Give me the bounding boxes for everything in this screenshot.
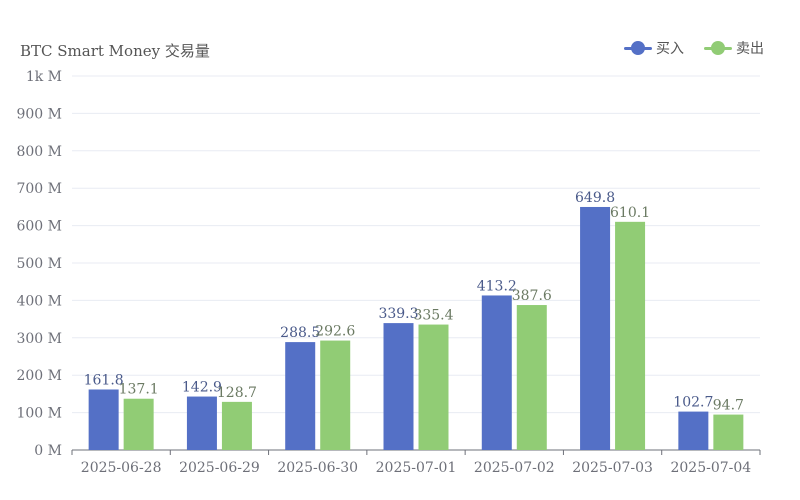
bar-sell — [516, 305, 547, 450]
y-tick-label: 500 M — [16, 256, 62, 272]
x-tick-label: 2025-06-28 — [81, 460, 162, 476]
bar-buy — [481, 295, 512, 450]
x-tick-label: 2025-07-01 — [376, 460, 457, 476]
y-tick-label: 200 M — [16, 368, 62, 384]
bar-sell — [320, 340, 351, 450]
legend-item-sell[interactable]: 卖出 — [704, 38, 764, 58]
bar-buy — [383, 323, 414, 450]
y-tick-label: 100 M — [16, 406, 62, 422]
y-tick-label: 300 M — [16, 331, 62, 347]
x-tick-label: 2025-07-04 — [670, 460, 751, 476]
x-tick-label: 2025-06-30 — [277, 460, 358, 476]
data-label-buy: 339.3 — [378, 306, 418, 322]
data-label-sell: 335.4 — [413, 308, 453, 324]
chart-title: BTC Smart Money 交易量 — [20, 42, 210, 60]
y-tick-label: 700 M — [16, 181, 62, 197]
bar-sell — [615, 221, 646, 450]
legend-label-sell: 卖出 — [736, 41, 764, 57]
data-label-buy: 142.9 — [182, 380, 222, 396]
data-label-sell: 610.1 — [610, 205, 650, 221]
bar-buy — [580, 206, 611, 450]
y-tick-label: 800 M — [16, 144, 62, 160]
y-tick-label: 1k M — [26, 69, 62, 85]
bar-buy — [678, 411, 709, 450]
bar-sell — [418, 324, 449, 450]
data-label-sell: 387.6 — [512, 288, 552, 304]
data-label-buy: 102.7 — [673, 395, 713, 411]
data-label-sell: 137.1 — [119, 382, 159, 398]
bar-buy — [88, 389, 119, 450]
legend-swatch-buy — [624, 41, 652, 55]
bar-buy — [186, 396, 217, 450]
y-tick-label: 0 M — [34, 443, 62, 459]
data-label-buy: 413.2 — [477, 278, 517, 294]
x-tick-label: 2025-06-29 — [179, 460, 260, 476]
legend-item-buy[interactable]: 买入 — [624, 38, 684, 58]
bar-sell — [123, 398, 154, 450]
bar-buy — [285, 342, 316, 450]
x-tick-label: 2025-07-03 — [572, 460, 653, 476]
bar-sell — [713, 414, 744, 450]
data-label-buy: 649.8 — [575, 190, 615, 206]
y-tick-label: 400 M — [16, 293, 62, 309]
legend-swatch-sell — [704, 41, 732, 55]
data-label-buy: 161.8 — [84, 372, 124, 388]
bar-sell — [221, 401, 252, 450]
data-label-buy: 288.5 — [280, 325, 320, 341]
legend-label-buy: 买入 — [656, 41, 684, 57]
y-tick-label: 600 M — [16, 219, 62, 235]
data-label-sell: 128.7 — [217, 385, 257, 401]
data-label-sell: 94.7 — [713, 398, 744, 414]
y-tick-label: 900 M — [16, 106, 62, 122]
legend: 买入 卖出 — [624, 38, 764, 58]
x-tick-label: 2025-07-02 — [474, 460, 555, 476]
data-label-sell: 292.6 — [315, 324, 355, 340]
